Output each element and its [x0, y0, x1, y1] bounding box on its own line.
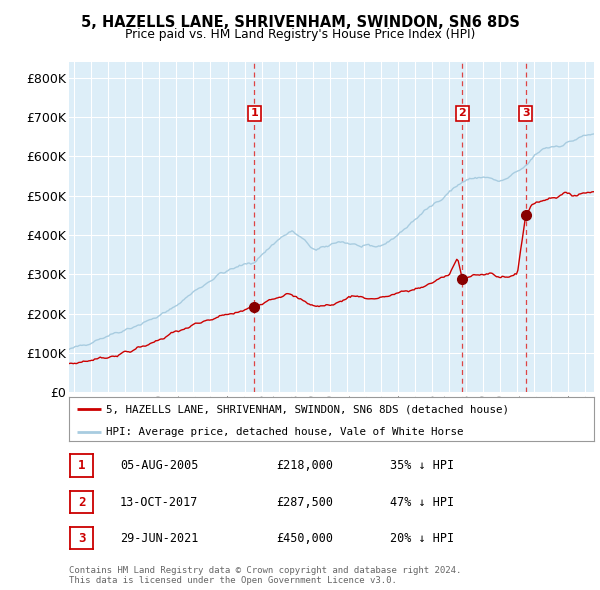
Text: 1: 1	[78, 459, 85, 472]
Text: 3: 3	[78, 532, 85, 545]
Text: 13-OCT-2017: 13-OCT-2017	[120, 496, 199, 509]
Text: £287,500: £287,500	[276, 496, 333, 509]
Text: £218,000: £218,000	[276, 459, 333, 472]
Text: £450,000: £450,000	[276, 532, 333, 545]
Text: 05-AUG-2005: 05-AUG-2005	[120, 459, 199, 472]
Text: HPI: Average price, detached house, Vale of White Horse: HPI: Average price, detached house, Vale…	[106, 427, 463, 437]
Text: 47% ↓ HPI: 47% ↓ HPI	[390, 496, 454, 509]
Text: Price paid vs. HM Land Registry's House Price Index (HPI): Price paid vs. HM Land Registry's House …	[125, 28, 475, 41]
Text: 2: 2	[78, 496, 85, 509]
Text: 3: 3	[522, 108, 529, 118]
Text: 1: 1	[251, 108, 259, 118]
Text: Contains HM Land Registry data © Crown copyright and database right 2024.
This d: Contains HM Land Registry data © Crown c…	[69, 566, 461, 585]
Text: 29-JUN-2021: 29-JUN-2021	[120, 532, 199, 545]
Text: 5, HAZELLS LANE, SHRIVENHAM, SWINDON, SN6 8DS (detached house): 5, HAZELLS LANE, SHRIVENHAM, SWINDON, SN…	[106, 404, 509, 414]
Text: 5, HAZELLS LANE, SHRIVENHAM, SWINDON, SN6 8DS: 5, HAZELLS LANE, SHRIVENHAM, SWINDON, SN…	[80, 15, 520, 30]
Text: 20% ↓ HPI: 20% ↓ HPI	[390, 532, 454, 545]
Text: 2: 2	[458, 108, 466, 118]
Text: 35% ↓ HPI: 35% ↓ HPI	[390, 459, 454, 472]
